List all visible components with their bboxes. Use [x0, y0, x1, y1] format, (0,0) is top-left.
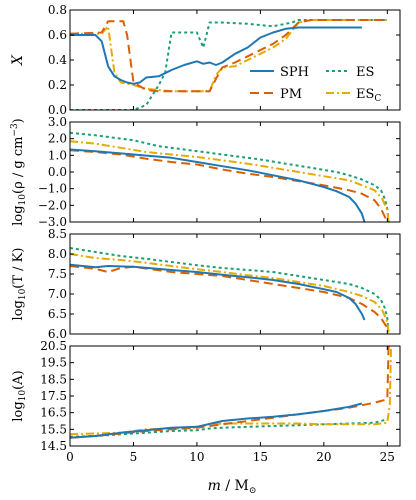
legend-label-es: ES: [356, 65, 374, 80]
x-axis-label-unit: M: [235, 478, 249, 494]
panel-A: 14.5 15.5 16.5 17.5 18.5 19.5 20.5 0 5 10 15 20 25 lo…: [11, 339, 401, 464]
series-group-T: [70, 247, 390, 334]
x-tick-label: 10: [189, 450, 204, 464]
y-tick-label: 15.5: [40, 422, 67, 436]
y-axis-label-part: log: [11, 300, 26, 320]
y-tick-label: 6.5: [48, 307, 67, 321]
y-axis-label-A: log10(A): [11, 370, 28, 421]
y-tick-label: 20.5: [40, 339, 67, 353]
y-tick-label: 0.8: [48, 3, 67, 17]
panel-frame-X: [69, 9, 401, 111]
legend-label-text: PM: [280, 87, 302, 102]
y-axis-label-part: (ρ / g cm: [11, 137, 26, 194]
y-tick-label: 8.0: [48, 247, 67, 261]
y-axis-label-part: log: [11, 401, 26, 421]
legend-label-text: ES: [356, 65, 374, 80]
y-axis-label-part: (A): [11, 370, 26, 390]
y-tick-label: −1.0: [38, 182, 67, 196]
series-line-pm-X: [70, 19, 388, 93]
x-tick-label: 15: [253, 450, 268, 464]
series-line-es-A: [70, 418, 388, 438]
x-axis-label-sep: /: [221, 478, 235, 494]
series-line-esc-T: [70, 253, 390, 334]
y-tick-label: 7.0: [48, 287, 67, 301]
y-tick-label: 0.2: [48, 78, 67, 92]
x-axis-label: m / M⊙: [208, 478, 257, 496]
legend-label-text: ES: [356, 87, 374, 102]
y-axis-label-part: ): [11, 118, 26, 123]
x-tick-label: 25: [380, 450, 395, 464]
y-axis-label-part: 10: [18, 194, 28, 206]
panel-rho: −3.0 −2.0 −1.0 0.0 1.0 2.0 3.0 log10(ρ / g cm−3…: [10, 115, 401, 229]
series-line-es-T: [70, 247, 390, 334]
y-tick-label: 6.0: [48, 327, 67, 341]
x-tick-label: 5: [130, 450, 138, 464]
series-line-sph-rho: [70, 148, 366, 222]
y-axis-label-part: −3: [10, 123, 20, 137]
panel-frame-A: [69, 345, 401, 447]
legend-label-esc: ESC: [356, 87, 381, 104]
y-axis-label-X: X: [10, 54, 26, 66]
series-group-A: [70, 346, 393, 439]
y-tick-label: −3.0: [38, 215, 67, 229]
y-tick-label: 18.5: [40, 372, 67, 386]
panel-frame-rho: [69, 121, 401, 223]
y-axis-label-T: log10(T / K): [11, 248, 28, 321]
series-line-sph-T: [70, 263, 366, 321]
panel-T: 6.0 6.5 7.0 7.5 8.0 8.5 log10(T / K): [11, 227, 401, 341]
y-tick-label: 0.4: [48, 53, 67, 67]
legend-label-pm: PM: [280, 87, 302, 102]
x-axis-label-main: m: [208, 478, 221, 494]
legend-label-sph: SPH: [280, 65, 309, 80]
legend-label-text: SPH: [280, 65, 309, 80]
y-tick-label: 14.5: [40, 439, 67, 453]
y-tick-label: −2.0: [38, 198, 67, 212]
series-group-X: [70, 19, 388, 110]
y-tick-label: 17.5: [40, 389, 67, 403]
y-axis-label-part: (T / K): [11, 248, 26, 289]
series-line-sph-X: [70, 26, 362, 85]
y-axis-label-part: 10: [18, 390, 28, 402]
y-tick-label: 0.6: [48, 28, 67, 42]
y-axis-label-part: log: [11, 205, 26, 225]
y-tick-label: 16.5: [40, 406, 67, 420]
series-line-esc-X: [70, 19, 388, 93]
series-line-pm-T: [70, 265, 389, 329]
y-tick-label: 0.0: [48, 103, 67, 117]
series-line-es-rho: [70, 131, 390, 222]
y-tick-label: 19.5: [40, 356, 67, 370]
panel-frame-T: [69, 233, 401, 335]
series-line-pm-rho: [70, 149, 389, 222]
y-tick-label: 2.0: [48, 132, 67, 146]
y-axis-label-rho: log10(ρ / g cm−3): [10, 118, 28, 226]
series-group-rho: [70, 131, 390, 222]
x-axis-label-sub: ⊙: [249, 486, 257, 496]
legend-label-sub: C: [374, 94, 381, 104]
series-line-sph-A: [70, 402, 363, 439]
y-tick-label: 8.5: [48, 227, 67, 241]
y-tick-label: 1.0: [48, 148, 67, 162]
series-line-esc-rho: [70, 140, 390, 222]
y-tick-label: 7.5: [48, 267, 67, 281]
y-tick-label: 0.0: [48, 165, 67, 179]
series-line-es-X: [70, 19, 388, 110]
x-tick-label: 20: [316, 450, 331, 464]
y-axis-label-part: 10: [18, 288, 28, 300]
x-tick-label: 0: [66, 450, 74, 464]
y-tick-label: 3.0: [48, 115, 67, 129]
